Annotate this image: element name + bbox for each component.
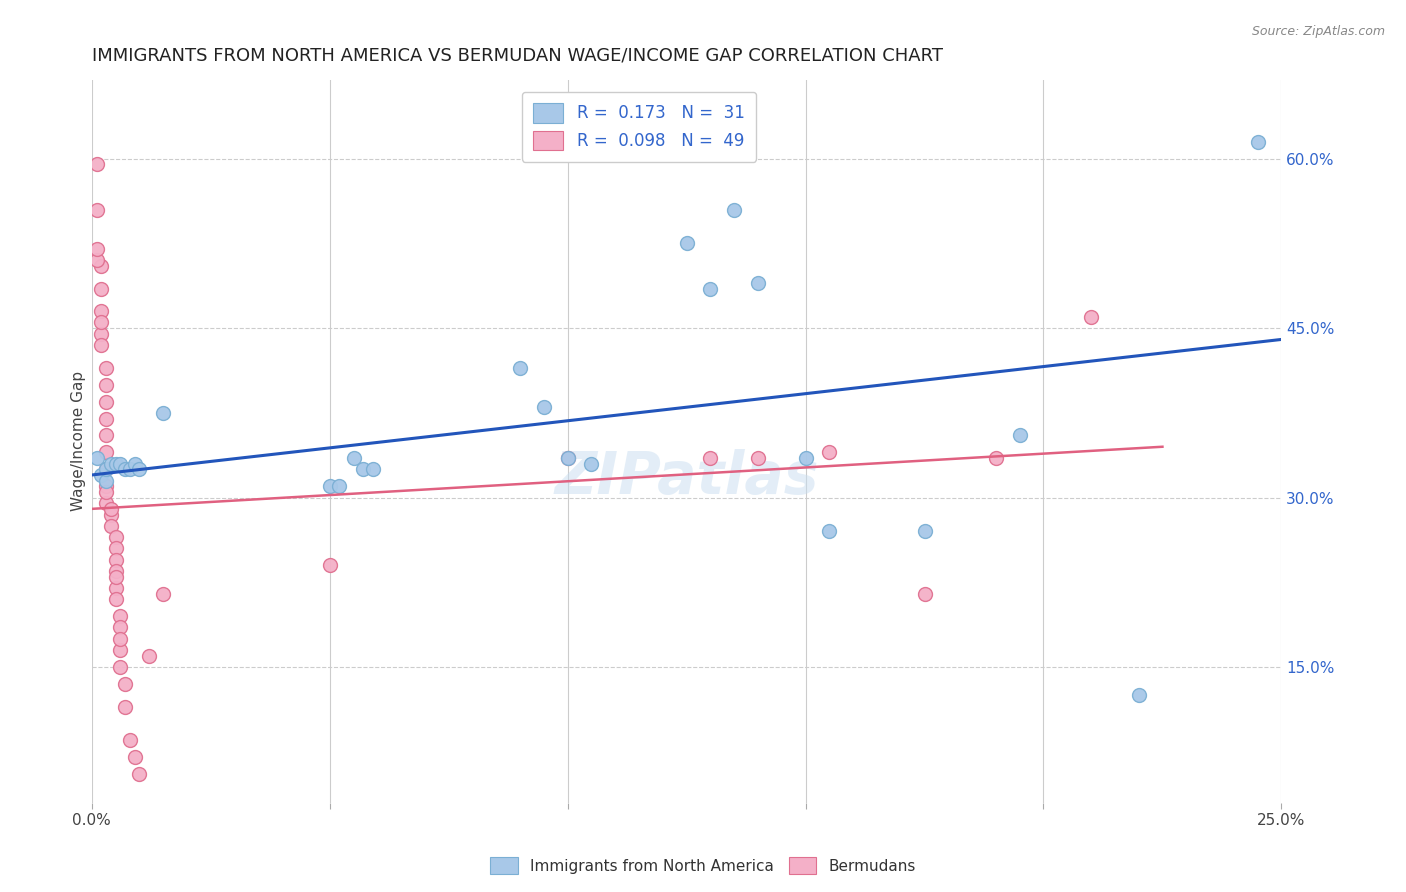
Point: [94, 484, 117, 499]
Point: [342, 450, 364, 465]
Point: [557, 450, 579, 465]
Point: [557, 450, 579, 465]
Legend: R =  0.173   N =  31, R =  0.098   N =  49: R = 0.173 N = 31, R = 0.098 N = 49: [522, 92, 756, 161]
Point: [90, 316, 112, 330]
Point: [699, 282, 721, 296]
Point: [94, 428, 117, 442]
Point: [94, 474, 117, 488]
Point: [818, 445, 841, 459]
Point: [90, 326, 112, 341]
Point: [1128, 688, 1150, 702]
Point: [110, 632, 132, 646]
Text: IMMIGRANTS FROM NORTH AMERICA VS BERMUDAN WAGE/INCOME GAP CORRELATION CHART: IMMIGRANTS FROM NORTH AMERICA VS BERMUDA…: [91, 46, 943, 64]
Point: [128, 462, 150, 476]
Point: [90, 282, 112, 296]
Point: [100, 501, 122, 516]
Point: [114, 699, 136, 714]
Point: [94, 479, 117, 493]
Point: [1008, 428, 1031, 442]
Point: [114, 677, 136, 691]
Point: [1080, 310, 1102, 324]
Point: [86, 157, 108, 171]
Point: [86, 253, 108, 268]
Point: [86, 202, 108, 217]
Point: [100, 457, 122, 471]
Point: [104, 569, 127, 583]
Y-axis label: Wage/Income Gap: Wage/Income Gap: [72, 371, 86, 511]
Point: [90, 467, 112, 482]
Point: [110, 660, 132, 674]
Point: [328, 479, 350, 493]
Point: [794, 450, 817, 465]
Point: [94, 496, 117, 510]
Point: [104, 541, 127, 556]
Point: [319, 479, 342, 493]
Point: [104, 592, 127, 607]
Legend: Immigrants from North America, Bermudans: Immigrants from North America, Bermudans: [484, 851, 922, 880]
Point: [90, 259, 112, 273]
Point: [138, 648, 160, 663]
Point: [86, 242, 108, 256]
Point: [94, 462, 117, 476]
Point: [110, 457, 132, 471]
Point: [747, 276, 769, 290]
Point: [94, 377, 117, 392]
Point: [747, 450, 769, 465]
Point: [984, 450, 1007, 465]
Point: [104, 581, 127, 595]
Point: [110, 643, 132, 657]
Point: [699, 450, 721, 465]
Point: [319, 558, 342, 573]
Point: [94, 360, 117, 375]
Point: [914, 586, 936, 600]
Text: ZIPatlas: ZIPatlas: [554, 449, 818, 506]
Point: [94, 411, 117, 425]
Point: [100, 508, 122, 522]
Point: [104, 564, 127, 578]
Point: [104, 552, 127, 566]
Point: [110, 620, 132, 634]
Point: [104, 530, 127, 544]
Point: [581, 457, 603, 471]
Point: [100, 518, 122, 533]
Point: [90, 338, 112, 352]
Point: [124, 750, 146, 764]
Point: [86, 450, 108, 465]
Point: [128, 767, 150, 781]
Point: [818, 524, 841, 539]
Point: [124, 457, 146, 471]
Point: [352, 462, 374, 476]
Point: [533, 401, 555, 415]
Point: [118, 462, 141, 476]
Point: [723, 202, 745, 217]
Point: [90, 304, 112, 318]
Point: [152, 406, 174, 420]
Point: [94, 462, 117, 476]
Point: [110, 609, 132, 624]
Point: [104, 457, 127, 471]
Text: Source: ZipAtlas.com: Source: ZipAtlas.com: [1251, 25, 1385, 38]
Point: [675, 236, 697, 251]
Point: [509, 360, 531, 375]
Point: [94, 394, 117, 409]
Point: [114, 462, 136, 476]
Point: [152, 586, 174, 600]
Point: [914, 524, 936, 539]
Point: [361, 462, 384, 476]
Point: [1246, 135, 1268, 149]
Point: [118, 733, 141, 747]
Point: [94, 445, 117, 459]
